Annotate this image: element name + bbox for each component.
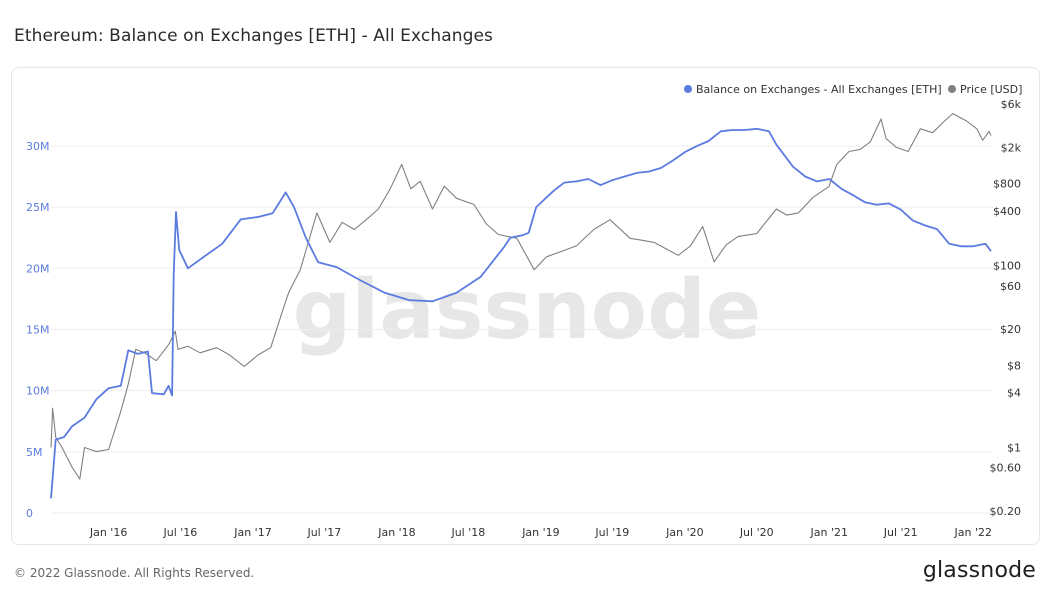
y-right-tick-label: $6k — [1001, 98, 1022, 111]
price-line — [50, 113, 992, 480]
y-left-tick-label: 15M — [26, 323, 50, 336]
y-right-tick-label: $2k — [1001, 141, 1022, 154]
chart-frame — [11, 67, 1040, 545]
x-tick-label: Jul '19 — [594, 526, 629, 539]
y-left-tick-label: 25M — [26, 201, 50, 214]
y-right-tick-label: $60 — [1000, 280, 1021, 293]
x-tick-label: Jan '18 — [377, 526, 415, 539]
y-right-tick-label: $100 — [993, 260, 1021, 273]
x-tick-label: Jan '21 — [810, 526, 848, 539]
x-tick-label: Jan '20 — [665, 526, 703, 539]
y-right-tick-label: $800 — [993, 178, 1021, 191]
x-tick-label: Jul '20 — [739, 526, 774, 539]
x-tick-label: Jul '21 — [883, 526, 918, 539]
y-right-tick-label: $400 — [993, 205, 1021, 218]
y-left-tick-label: 10M — [26, 385, 50, 398]
x-tick-label: Jan '16 — [89, 526, 127, 539]
balance-line — [50, 127, 992, 499]
y-left-tick-label: 0 — [26, 507, 33, 520]
x-tick-label: Jul '16 — [162, 526, 197, 539]
y-right-tick-label: $20 — [1000, 323, 1021, 336]
y-left-tick-label: 30M — [26, 140, 50, 153]
x-tick-label: Jan '19 — [521, 526, 559, 539]
x-tick-label: Jul '17 — [306, 526, 341, 539]
x-tick-label: Jan '17 — [233, 526, 271, 539]
y-right-tick-label: $4 — [1007, 387, 1021, 400]
x-tick-label: Jul '18 — [450, 526, 485, 539]
legend-balance-label: Balance on Exchanges - All Exchanges [ET… — [696, 83, 942, 96]
y-left-tick-label: 20M — [26, 262, 50, 275]
x-tick-label: Jan '22 — [954, 526, 992, 539]
legend-price-label: Price [USD] — [960, 83, 1022, 96]
y-left-tick-label: 5M — [26, 446, 43, 459]
legend-balance-marker — [684, 85, 692, 93]
copyright-text: © 2022 Glassnode. All Rights Reserved. — [14, 566, 255, 580]
watermark-text: glassnode — [293, 263, 762, 358]
page-title: Ethereum: Balance on Exchanges [ETH] - A… — [14, 26, 494, 46]
y-right-tick-label: $1 — [1007, 441, 1021, 454]
y-right-tick-label: $0.20 — [990, 505, 1022, 518]
brand-logo[interactable]: glassnode — [922, 558, 1036, 583]
y-right-tick-label: $8 — [1007, 359, 1021, 372]
y-right-tick-label: $0.60 — [990, 462, 1022, 475]
legend-price-marker — [948, 85, 956, 93]
